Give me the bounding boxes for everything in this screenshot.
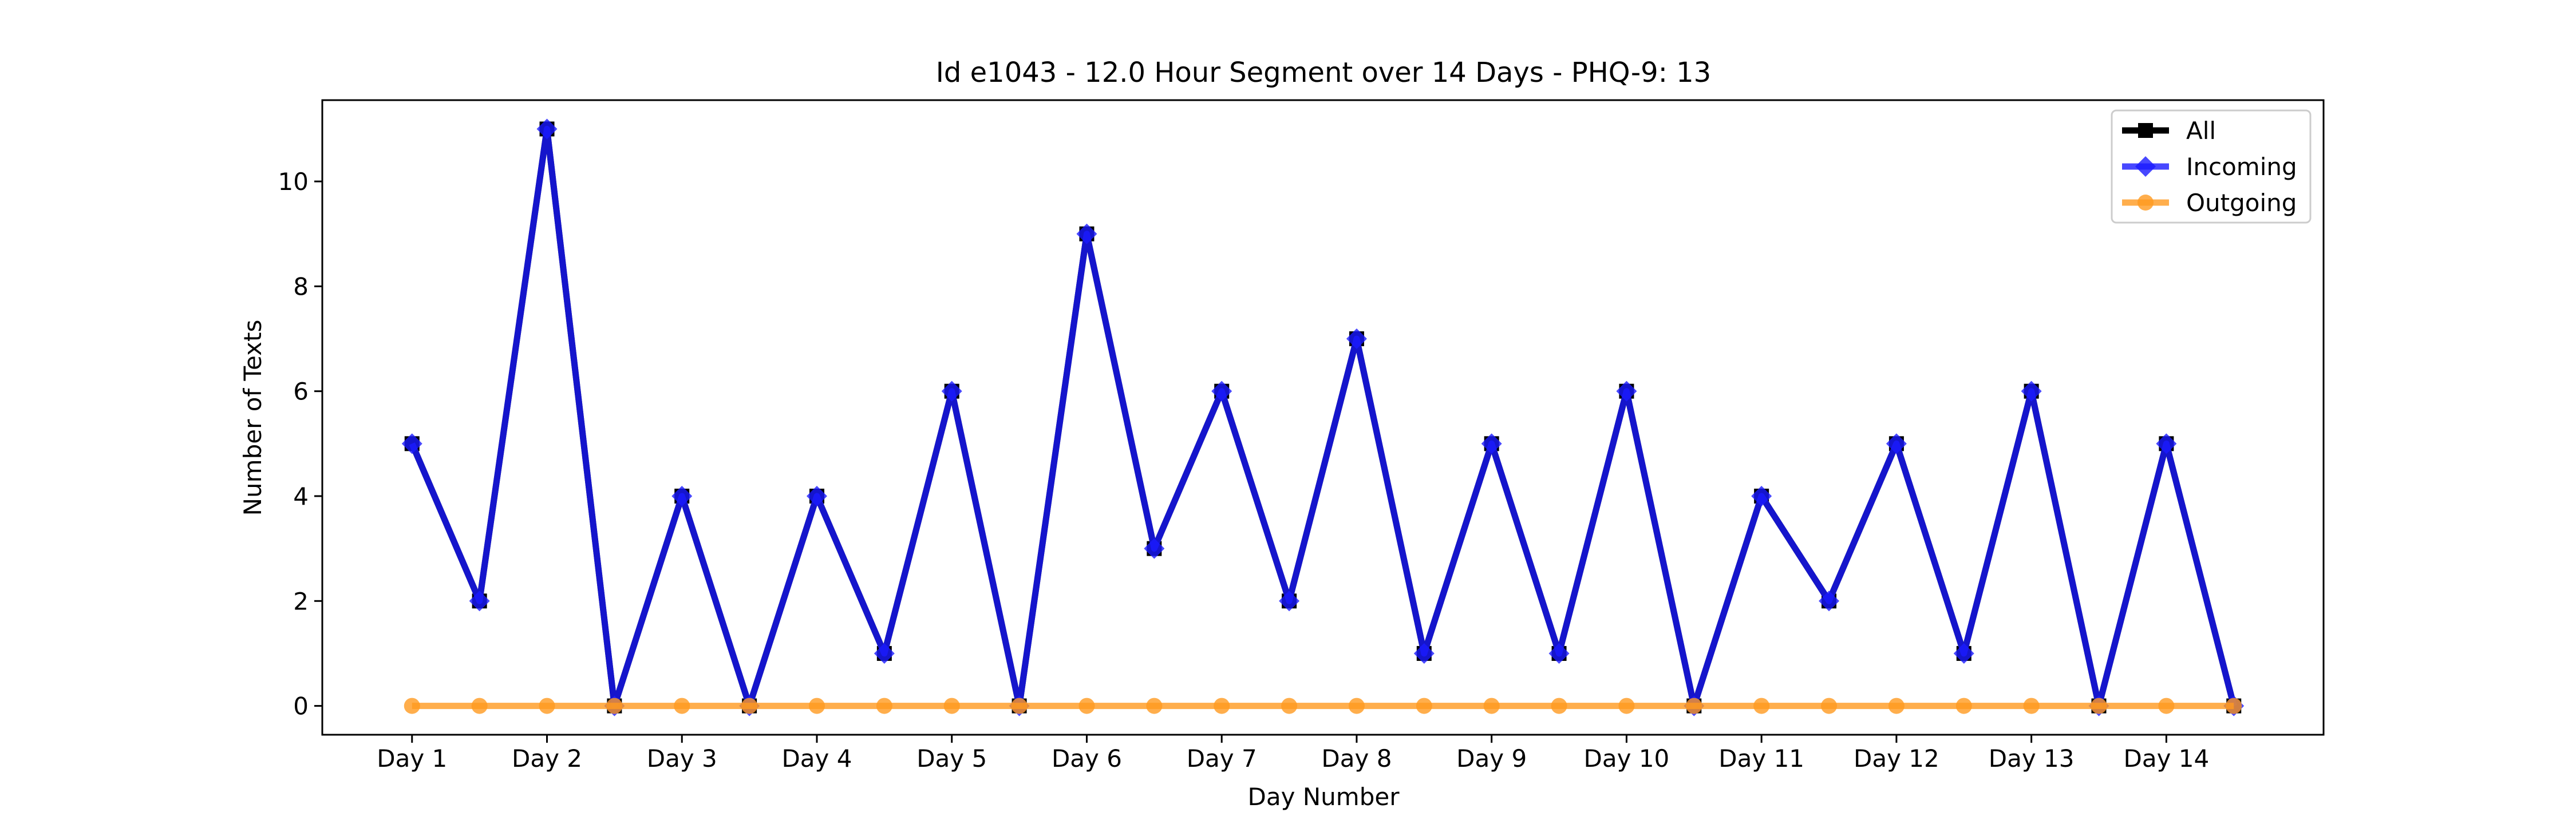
legend-label: Outgoing: [2186, 189, 2297, 217]
data-point-incoming: [1279, 591, 1300, 612]
y-axis-label: Number of Texts: [239, 320, 267, 516]
data-point-outgoing: [1483, 698, 1500, 714]
x-axis-label: Day Number: [1247, 783, 1400, 811]
data-point-incoming: [2156, 433, 2177, 454]
x-tick-label: Day 9: [1456, 744, 1527, 772]
data-point-incoming: [2021, 381, 2042, 402]
x-tick-label: Day 6: [1052, 744, 1122, 772]
data-point-outgoing: [2158, 698, 2175, 714]
data-point-incoming: [401, 433, 422, 454]
data-point-incoming: [1076, 223, 1097, 244]
data-point-incoming: [1481, 433, 1502, 454]
data-point-outgoing: [808, 698, 825, 714]
legend-item-outgoing: Outgoing: [2122, 189, 2297, 217]
data-point-outgoing: [1011, 698, 1028, 714]
series-line-incoming: [409, 125, 2237, 710]
data-point-outgoing: [1214, 698, 1230, 714]
data-point-outgoing: [1618, 698, 1635, 714]
y-tick-label: 10: [278, 168, 309, 196]
data-point-outgoing: [471, 698, 488, 714]
legend-item-all: All: [2122, 117, 2216, 145]
series-layer: [401, 118, 2245, 716]
data-point-outgoing: [404, 698, 420, 714]
data-point-outgoing: [2226, 698, 2242, 714]
data-point-incoming: [1413, 643, 1435, 664]
data-point-outgoing: [1146, 698, 1163, 714]
legend: All Incoming Outgoing: [2111, 109, 2312, 224]
data-point-incoming: [1751, 485, 1772, 506]
data-point-outgoing: [1753, 698, 1770, 714]
data-point-outgoing: [1348, 698, 1365, 714]
y-tick-label: 6: [293, 378, 309, 406]
data-point-outgoing: [539, 698, 555, 714]
y-tick-label: 2: [293, 587, 309, 615]
series-all: [404, 121, 2242, 714]
data-point-outgoing: [1888, 698, 1905, 714]
legend-label: Incoming: [2186, 153, 2297, 181]
data-point-outgoing: [943, 698, 960, 714]
data-point-outgoing: [741, 698, 758, 714]
data-point-incoming: [1819, 591, 1840, 612]
chart-title: Id e1043 - 12.0 Hour Segment over 14 Day…: [936, 57, 1711, 89]
y-tick-label: 8: [293, 272, 309, 300]
data-point-incoming: [671, 485, 693, 506]
data-point-incoming: [1211, 381, 1232, 402]
data-point-incoming: [1144, 538, 1165, 559]
y-tick-label: 0: [293, 692, 309, 720]
x-tick-label: Day 11: [1718, 744, 1804, 772]
data-point-outgoing: [1821, 698, 1838, 714]
plot-frame: [321, 99, 2325, 736]
legend-label: All: [2186, 117, 2216, 145]
y-tick-label: 4: [293, 482, 309, 510]
data-point-outgoing: [876, 698, 892, 714]
data-point-incoming: [941, 381, 962, 402]
x-axis-ticks: Day 1 Day 2 Day 3 Day 4 Day 5 Day 6 Day 7 Day 8…: [377, 735, 2209, 772]
data-point-incoming: [1886, 433, 1907, 454]
data-point-outgoing: [606, 698, 623, 714]
x-tick-label: Day 8: [1321, 744, 1392, 772]
data-point-incoming: [1616, 381, 1637, 402]
legend-box: [2111, 109, 2312, 224]
legend-swatch-marker: [2138, 195, 2154, 211]
data-point-incoming: [1953, 643, 1974, 664]
x-tick-label: Day 1: [377, 744, 447, 772]
data-point-outgoing: [674, 698, 690, 714]
x-tick-label: Day 3: [647, 744, 717, 772]
data-point-outgoing: [1416, 698, 1432, 714]
data-point-incoming: [536, 118, 558, 140]
data-point-outgoing: [2023, 698, 2040, 714]
x-tick-label: Day 4: [781, 744, 852, 772]
data-point-incoming: [806, 485, 827, 506]
x-tick-label: Day 13: [1989, 744, 2075, 772]
legend-swatch-marker: [2138, 123, 2153, 138]
legend-swatch-marker: [2135, 156, 2156, 177]
x-tick-label: Day 10: [1584, 744, 1670, 772]
data-point-incoming: [469, 591, 490, 612]
x-tick-label: Day 12: [1854, 744, 1939, 772]
data-point-outgoing: [1281, 698, 1298, 714]
x-tick-label: Day 5: [916, 744, 987, 772]
x-tick-label: Day 7: [1187, 744, 1257, 772]
data-point-incoming: [874, 643, 895, 664]
legend-item-incoming: Incoming: [2122, 153, 2297, 181]
data-point-outgoing: [1078, 698, 1095, 714]
data-point-incoming: [1548, 643, 1570, 664]
data-point-outgoing: [1955, 698, 1972, 714]
data-point-outgoing: [1551, 698, 1567, 714]
series-line-all: [409, 125, 2237, 710]
data-point-incoming: [1346, 328, 1367, 350]
x-tick-label: Day 2: [512, 744, 582, 772]
y-axis-ticks: 0 2 4 6 8 10: [278, 168, 322, 720]
data-point-outgoing: [1686, 698, 1702, 714]
series-incoming: [401, 118, 2245, 716]
data-point-outgoing: [2091, 698, 2107, 714]
series-outgoing: [404, 698, 2242, 714]
x-tick-label: Day 14: [2123, 744, 2209, 772]
